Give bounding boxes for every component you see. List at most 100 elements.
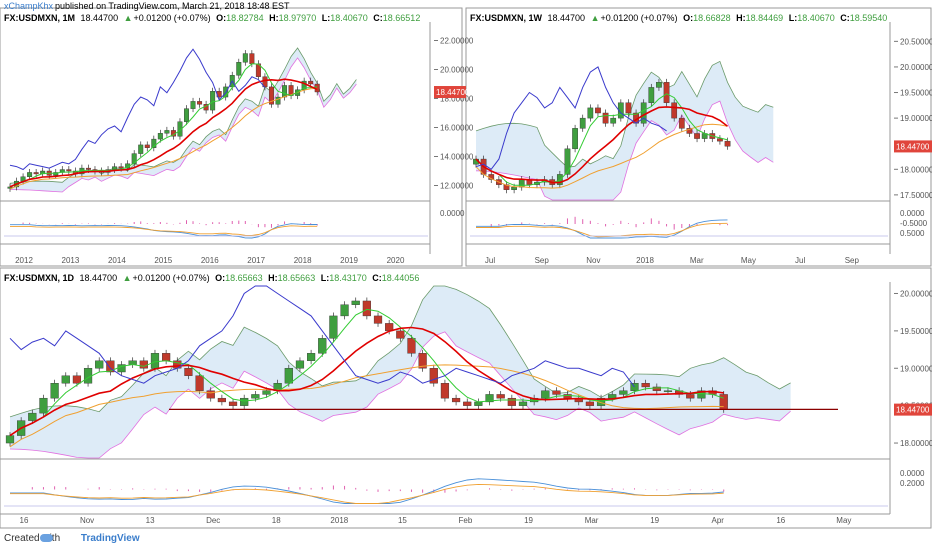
- candle-body: [106, 360, 115, 373]
- candle-body: [50, 383, 59, 399]
- candle-body: [678, 117, 685, 129]
- chikou-span-line: [9, 285, 635, 388]
- signal-line: [10, 483, 724, 504]
- candle-body: [541, 390, 550, 399]
- candle-body: [217, 397, 226, 403]
- y-tick-label: 18.00000: [900, 439, 932, 448]
- candle-body: [295, 360, 305, 369]
- candle-body: [284, 368, 293, 384]
- indicator-tick-label: 0.5000: [900, 229, 925, 238]
- x-tick-label: 13: [146, 516, 155, 525]
- y-tick-label: 19.00000: [900, 364, 932, 373]
- macd-line: [10, 223, 318, 239]
- x-tick-label: May: [741, 256, 756, 265]
- tenkan-sen-line: [9, 63, 318, 188]
- y-tick-label: 17.50000: [900, 191, 932, 200]
- moving-average-line: [475, 123, 728, 189]
- publisher-line: xChampKhx published on TradingView.com, M…: [4, 1, 290, 11]
- candle-body: [440, 383, 450, 399]
- candle-body: [451, 397, 461, 403]
- chikou-span-line: [475, 66, 667, 170]
- x-tick-label: 2019: [340, 256, 358, 265]
- candle-body: [511, 187, 517, 190]
- x-tick-label: Apr: [711, 516, 724, 525]
- candle-body: [373, 315, 383, 324]
- candle-body: [663, 390, 673, 392]
- x-tick-label: 18: [272, 516, 281, 525]
- x-tick-label: 2018: [636, 256, 654, 265]
- candle-body: [275, 96, 281, 105]
- x-tick-label: 19: [524, 516, 533, 525]
- candle-body: [242, 53, 248, 63]
- x-tick-label: 2012: [15, 256, 33, 265]
- x-tick-label: 2016: [201, 256, 219, 265]
- candle-body: [507, 397, 516, 406]
- footer-brand[interactable]: TradingView: [80, 533, 140, 544]
- candle-body: [195, 375, 204, 391]
- panel-weekly-frame: [465, 7, 932, 267]
- y-tick-label: 14.00000: [440, 153, 474, 162]
- indicator-tick-label: 0.0000: [900, 469, 925, 478]
- y-tick-label: 12.00000: [440, 182, 474, 191]
- candle-body: [717, 138, 723, 142]
- price-label-text: 18.44700: [896, 142, 930, 151]
- senkou-span-a: [475, 60, 774, 168]
- x-tick-label: 19: [650, 516, 659, 525]
- candle-body: [724, 140, 731, 147]
- candle-body: [697, 390, 706, 399]
- candle-body: [228, 401, 238, 406]
- y-tick-label: 16.00000: [440, 124, 474, 133]
- y-tick-label: 18.00000: [440, 95, 474, 104]
- x-tick-label: Feb: [459, 516, 473, 525]
- y-tick-label: 20.00000: [900, 289, 932, 298]
- moving-average-line: [9, 87, 318, 190]
- candle-body: [236, 62, 242, 76]
- price-label-text: 18.44700: [896, 406, 930, 415]
- candle-body: [131, 153, 137, 164]
- candle-body: [206, 390, 215, 399]
- candle-body: [138, 144, 144, 154]
- candle-body: [602, 112, 609, 124]
- tenkan-sen-line: [475, 93, 728, 186]
- candle-body: [585, 401, 595, 406]
- candle-body: [249, 53, 255, 64]
- indicator-tick-label: 0.2000: [900, 479, 925, 488]
- candle-body: [210, 91, 216, 111]
- candle-body: [282, 85, 288, 98]
- candle-body: [308, 80, 314, 85]
- signal-line: [476, 222, 728, 238]
- x-tick-label: Dec: [206, 516, 220, 525]
- candle-body: [552, 390, 561, 395]
- footer-created-with: Created with: [4, 533, 61, 544]
- candle-body: [61, 375, 70, 384]
- x-tick-label: 2018: [294, 256, 312, 265]
- candle-body: [95, 360, 104, 369]
- y-tick-label: 19.50000: [900, 327, 932, 336]
- candle-body: [518, 401, 528, 406]
- candle-body: [474, 401, 483, 406]
- header-daily: FX:USDMXN, 1D 18.44700 ▲+0.01200 (+0.07%…: [4, 273, 419, 283]
- tenkan-sen-line: [9, 308, 724, 437]
- candle-body: [112, 166, 118, 170]
- senkou-span-b: [475, 100, 774, 201]
- x-tick-label: Sep: [845, 256, 860, 265]
- x-tick-label: Jul: [485, 256, 495, 265]
- panel-monthly-frame: [0, 7, 463, 267]
- candle-body: [240, 397, 249, 406]
- candle-body: [485, 394, 494, 403]
- candle-body: [190, 101, 196, 109]
- candle-body: [671, 102, 678, 119]
- candle-body: [262, 390, 271, 395]
- price-label-box: [434, 86, 466, 99]
- candle-body: [396, 330, 405, 339]
- x-tick-label: Nov: [586, 256, 600, 265]
- y-tick-label: 19.00000: [900, 114, 932, 123]
- senkou-span-b: [10, 57, 357, 193]
- x-tick-label: 2013: [62, 256, 80, 265]
- candle-body: [139, 360, 148, 369]
- ichimoku-cloud: [476, 61, 774, 201]
- candle-body: [184, 108, 189, 122]
- indicator-tick-label: 0.0000: [440, 209, 465, 218]
- indicator-tick-label: -0.5000: [900, 219, 928, 228]
- x-tick-label: 2020: [387, 256, 405, 265]
